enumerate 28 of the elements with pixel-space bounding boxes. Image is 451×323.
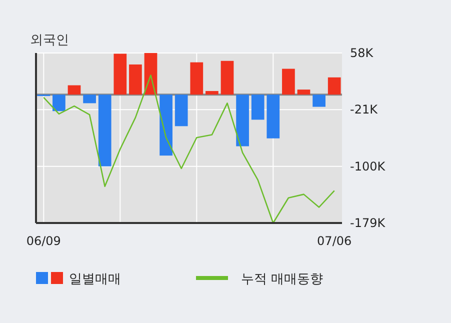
bar [83,94,96,104]
bar [328,77,341,95]
legend-label: 누적 매매동향 [241,272,324,287]
bar [114,54,127,95]
bar [206,91,218,95]
x-tick-label: 07/06 [317,234,352,248]
bar [129,64,142,95]
chart-title: 외국인 [30,33,69,48]
bar [174,94,188,126]
bar [251,94,264,120]
bar [98,94,112,166]
y-tick-label: -21K [350,102,379,117]
y-tick-label: -100K [350,159,386,174]
bar [220,60,234,95]
x-tick-label: 06/09 [26,234,61,248]
bar [160,94,172,156]
bar [297,90,310,95]
bar [312,94,326,107]
bar [68,85,81,95]
line-series [43,74,335,224]
bar [282,68,295,95]
y-tick-label: 58K [350,46,374,60]
bar [190,62,204,95]
bar [266,94,280,138]
bar [52,94,66,112]
bar [236,94,249,146]
legend-label: 일별매매 [69,272,121,287]
y-tick-label: -179K [350,216,386,230]
